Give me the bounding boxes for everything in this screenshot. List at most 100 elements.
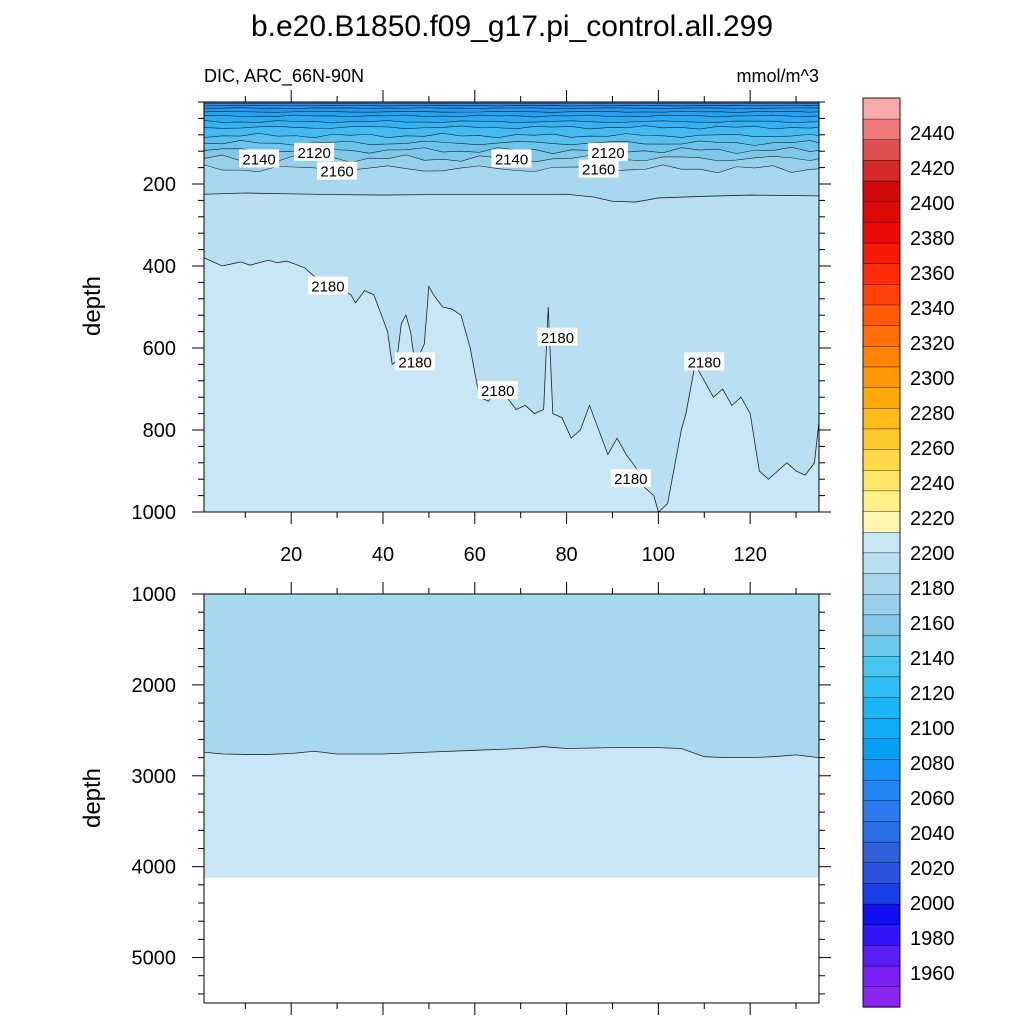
contour-label-bg (395, 352, 436, 371)
colorbar: 1960 1980 2000 2020 2040 2060 2080 2100 2120 2140… (862, 97, 955, 1008)
variable-region-label: DIC, ARC_66N-90N (204, 66, 364, 87)
colorbar-label: 2400 (910, 193, 955, 215)
colorbar-label: 2240 (910, 473, 955, 495)
colorbar-box (862, 634, 901, 657)
contour-label-bg (610, 469, 651, 488)
colorbar-box (862, 882, 901, 905)
colorbar-box (862, 283, 901, 306)
colorbar-box (862, 738, 901, 760)
contour-label-bg (239, 149, 280, 168)
colorbar-label: 2280 (910, 403, 955, 425)
colorbar-label: 2440 (910, 123, 955, 145)
contour-label-2160: 2160 (578, 159, 619, 179)
upper-ytick-label: 600 (143, 338, 176, 360)
colorbar-label: 1960 (910, 963, 955, 985)
contour-label-2140: 2140 (239, 149, 280, 168)
contour-label-2140: 2140 (491, 149, 532, 168)
upper-ytick-label: 800 (143, 420, 176, 442)
colorbar-box (862, 986, 901, 1008)
colorbar-box (862, 531, 901, 554)
colorbar-label: 2260 (910, 438, 955, 460)
colorbar-box (862, 862, 901, 884)
colorbar-box (862, 717, 901, 740)
colorbar-label: 2200 (910, 543, 955, 565)
lower-ytick-label: 1000 (132, 584, 177, 606)
upper-xtick-label: 60 (464, 544, 486, 566)
lower-frame (203, 593, 820, 1004)
contour-label-text: 2160 (320, 164, 353, 181)
upper-xtick-label: 100 (642, 544, 675, 566)
contour-label-2120: 2120 (587, 142, 628, 162)
contour-label-bg (317, 161, 358, 180)
contour-label-2180: 2180 (537, 327, 578, 347)
upper-xtick-label: 20 (280, 544, 302, 566)
colorbar-label: 2060 (910, 788, 955, 810)
colorbar-box (862, 779, 901, 802)
colorbar-box (862, 242, 901, 264)
upper-frame (203, 101, 820, 513)
colorbar-box (862, 345, 901, 368)
colorbar-label: 2320 (910, 333, 955, 355)
contour-label-text: 2180 (481, 383, 514, 400)
contour-label-2180: 2180 (307, 276, 348, 296)
upper-depth-panel: 200 400 600 800 1000 20 40 60 80 100 120 2120 2140 21… (132, 90, 831, 566)
colorbar-label: 2180 (910, 578, 955, 600)
contour-label-bg (491, 149, 532, 168)
colorbar-box (862, 800, 901, 822)
colorbar-box (862, 387, 901, 409)
colorbar-box (862, 139, 901, 161)
colorbar-box (862, 820, 901, 843)
contour-label-bg (294, 142, 335, 161)
contour-label-2160: 2160 (317, 161, 358, 181)
colorbar-box (862, 903, 901, 925)
colorbar-box (862, 201, 901, 223)
colorbar-label: 2300 (910, 368, 955, 390)
units-label: mmol/m^3 (737, 66, 819, 86)
colorbar-box (862, 676, 901, 698)
contour-line-2190 (203, 746, 820, 758)
contour-label-2120: 2120 (294, 142, 335, 162)
colorbar-box (862, 924, 901, 946)
colorbar-box (862, 469, 901, 492)
colorbar-box (862, 572, 901, 595)
contour-label-text: 2140 (242, 151, 275, 168)
colorbar-label: 2160 (910, 613, 955, 635)
band-2170-2180 (204, 102, 819, 512)
colorbar-box (862, 180, 901, 202)
contour-label-bg (587, 142, 628, 161)
contour-label-text: 2120 (297, 145, 330, 162)
colorbar-label: 2140 (910, 648, 955, 670)
contour-label-text: 2180 (614, 471, 647, 488)
colorbar-box (862, 366, 901, 388)
contour-label-text: 2180 (311, 279, 344, 296)
colorbar-label: 2420 (910, 158, 955, 180)
colorbar-box (862, 552, 901, 574)
colorbar-label: 2340 (910, 298, 955, 320)
upper-xtick-label: 80 (555, 544, 577, 566)
colorbar-box (862, 841, 901, 863)
contour-label-2180: 2180 (684, 352, 725, 371)
lower-ytick-label: 2000 (132, 675, 177, 697)
contour-label-2180: 2180 (477, 381, 518, 400)
colorbar-box (862, 965, 901, 987)
contour-label-bg (537, 327, 578, 346)
colorbar-box (862, 510, 901, 533)
contour-label-bg (578, 159, 619, 178)
colorbar-label: 2080 (910, 753, 955, 775)
contour-label-text: 2180 (398, 354, 431, 371)
contour-label-text: 2180 (688, 354, 721, 371)
contour-label-bg (307, 276, 348, 295)
contour-label-2180: 2180 (395, 352, 436, 371)
lower-ytick-label: 5000 (132, 948, 177, 970)
colorbar-frame (862, 97, 901, 1008)
upper-xtick-label: 120 (733, 544, 766, 566)
chart-title: b.e20.B1850.f09_g17.pi_control.all.299 (251, 10, 773, 43)
contour-label-text: 2140 (495, 151, 528, 168)
lower-ytick-label: 3000 (132, 766, 177, 788)
contour-label-text: 2160 (582, 162, 615, 179)
colorbar-label: 2000 (910, 893, 955, 915)
colorbar-box (862, 614, 901, 636)
colorbar-label: 2040 (910, 823, 955, 845)
colorbar-box (862, 593, 901, 616)
